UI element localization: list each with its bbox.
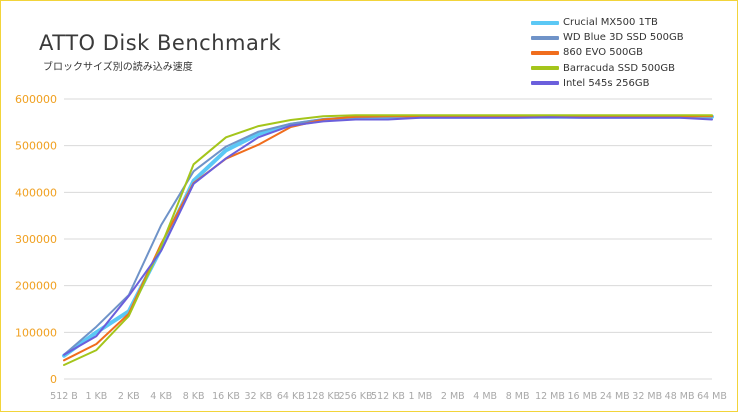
y-tick-label: 100000 — [15, 326, 57, 339]
series-line-2 — [63, 115, 713, 362]
x-tick-label: 2 MB — [441, 391, 465, 402]
x-tick-label: 32 MB — [632, 391, 662, 402]
gridlines — [64, 98, 712, 380]
x-tick-label: 48 MB — [665, 391, 695, 402]
x-tick-label: 64 MB — [697, 391, 727, 402]
legend-swatch — [531, 35, 559, 40]
x-tick-label: 128 KB — [306, 391, 340, 402]
legend-label: Intel 545s 256GB — [563, 77, 650, 89]
legend-item: Intel 545s 256GB — [531, 76, 684, 91]
y-tick-label: 400000 — [15, 186, 57, 199]
x-axis-ticks: 512 B 1 KB 2 KB 4 KB 8 KB 16 KB 32 KB 64 KB 128 … — [50, 391, 727, 402]
legend-label: 860 EVO 500GB — [563, 47, 643, 59]
series-line-4 — [63, 116, 713, 356]
x-tick-label: 16 KB — [212, 391, 240, 402]
x-tick-label: 512 KB — [371, 391, 405, 402]
legend-item: 860 EVO 500GB — [531, 45, 684, 60]
x-tick-label: 4 KB — [150, 391, 172, 402]
legend-item: Crucial MX500 1TB — [531, 15, 684, 30]
legend: Crucial MX500 1TB WD Blue 3D SSD 500GB 860… — [531, 15, 684, 91]
legend-label: WD Blue 3D SSD 500GB — [563, 32, 684, 44]
x-tick-label: 1 MB — [409, 391, 433, 402]
legend-swatch — [531, 20, 559, 25]
x-tick-label: 512 B — [50, 391, 78, 402]
x-tick-label: 256 KB — [339, 391, 373, 402]
legend-label: Barracuda SSD 500GB — [563, 62, 675, 74]
x-tick-label: 1 KB — [85, 391, 107, 402]
y-tick-label: 500000 — [15, 140, 57, 153]
x-tick-label: 8 MB — [506, 391, 530, 402]
series-line-0 — [62, 114, 714, 358]
y-axis-ticks: 0 100000 200000 300000 400000 500000 600000 — [15, 93, 57, 386]
x-tick-label: 8 KB — [183, 391, 205, 402]
legend-item: WD Blue 3D SSD 500GB — [531, 30, 684, 45]
x-tick-label: 12 MB — [535, 391, 565, 402]
y-tick-label: 600000 — [15, 93, 57, 106]
y-tick-label: 200000 — [15, 280, 57, 293]
chart-title: ATTO Disk Benchmark — [39, 31, 282, 55]
legend-label: Crucial MX500 1TB — [563, 17, 658, 29]
legend-swatch — [531, 81, 559, 86]
series-line-1 — [63, 115, 713, 356]
y-tick-label: 0 — [50, 373, 57, 386]
x-tick-label: 32 KB — [244, 391, 272, 402]
y-tick-label: 300000 — [15, 233, 57, 246]
legend-item: Barracuda SSD 500GB — [531, 61, 684, 76]
x-tick-label: 24 MB — [600, 391, 630, 402]
series-line-3 — [63, 114, 713, 366]
x-tick-label: 4 MB — [473, 391, 497, 402]
x-tick-label: 2 KB — [118, 391, 140, 402]
series-lines — [62, 114, 714, 366]
x-tick-label: 64 KB — [277, 391, 305, 402]
legend-swatch — [531, 66, 559, 71]
x-tick-label: 16 MB — [567, 391, 597, 402]
legend-swatch — [531, 50, 559, 55]
chart-subtitle: ブロックサイズ別の読み込み速度 — [43, 62, 193, 73]
